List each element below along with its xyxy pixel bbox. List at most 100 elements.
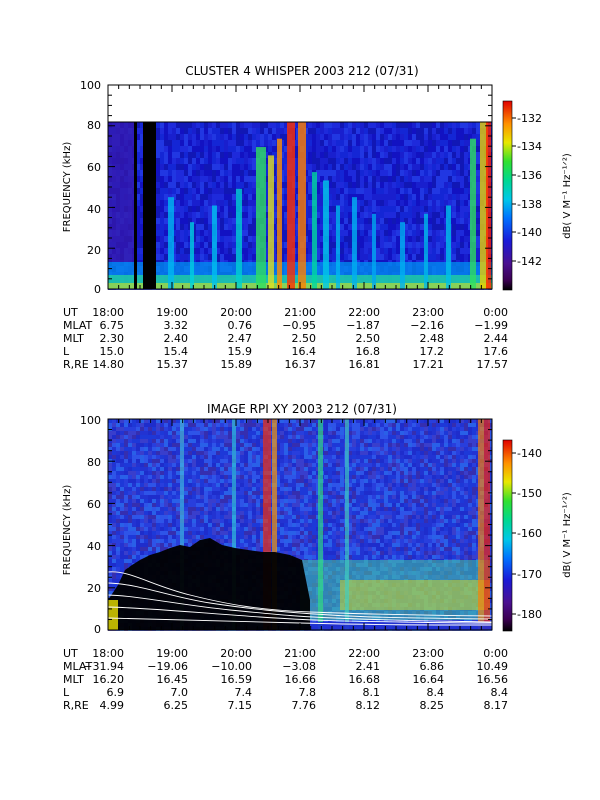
ephemeris-value: 18:00 <box>92 306 124 319</box>
ephemeris-value: 8.25 <box>420 699 445 712</box>
ephemeris-value: 2.30 <box>100 332 125 345</box>
ephemeris-value: 22:00 <box>348 306 380 319</box>
ephemeris-value: 17.57 <box>477 358 509 371</box>
ephemeris-value: −1.87 <box>346 319 380 332</box>
cluster-colorbar-tick: -138 <box>517 198 542 211</box>
ephemeris-value: 8.17 <box>484 699 509 712</box>
image-rpi-colorbar-tick: -160 <box>517 527 542 540</box>
ephemeris-value: −1.99 <box>474 319 508 332</box>
ephemeris-value: 16.45 <box>157 673 189 686</box>
ephemeris-value: 0.76 <box>228 319 253 332</box>
ephemeris-label: R,RE <box>63 358 89 371</box>
ephemeris-label: L <box>63 686 70 699</box>
image-rpi-ytick-label: 100 <box>80 414 101 427</box>
cluster-ytick-label: 0 <box>94 283 101 296</box>
ephemeris-value: 16.56 <box>477 673 509 686</box>
cluster-axis-ticks <box>107 84 493 290</box>
ephemeris-value: 6.9 <box>107 686 125 699</box>
ephemeris-value: 6.25 <box>164 699 189 712</box>
ephemeris-value: 2.40 <box>164 332 189 345</box>
ephemeris-value: 15.4 <box>164 345 189 358</box>
ephemeris-value: 6.75 <box>100 319 125 332</box>
ephemeris-value: 16.81 <box>349 358 381 371</box>
ephemeris-value: 19:00 <box>156 647 188 660</box>
ephemeris-value: −10.00 <box>211 660 252 673</box>
ephemeris-value: 16.37 <box>285 358 317 371</box>
image-rpi-colorbar-label: dB( V M⁻¹ Hz⁻¹ᐟ²) <box>562 492 573 578</box>
ephemeris-value: 7.76 <box>292 699 317 712</box>
ephemeris-value: 20:00 <box>220 647 252 660</box>
ephemeris-label: UT <box>63 647 78 660</box>
ephemeris-label: R,RE <box>63 699 89 712</box>
ephemeris-value: −0.95 <box>282 319 316 332</box>
image-rpi-ytick-label: 40 <box>87 540 101 553</box>
ephemeris-value: 15.0 <box>100 345 125 358</box>
ephemeris-value: 15.37 <box>157 358 189 371</box>
ephemeris-value: 7.4 <box>235 686 253 699</box>
cluster-ytick-label: 20 <box>87 244 101 257</box>
image-rpi-colorbar-tick: -150 <box>517 487 542 500</box>
ephemeris-value: 15.9 <box>228 345 253 358</box>
cluster-colorbar: -132 -134 -136 -138 -140 -142 dB( V M⁻¹ … <box>502 100 573 291</box>
ephemeris-value: 16.68 <box>349 673 381 686</box>
ephemeris-value: 16.4 <box>292 345 317 358</box>
ephemeris-value: 7.15 <box>228 699 253 712</box>
cluster-title: CLUSTER 4 WHISPER 2003 212 (07/31) <box>185 64 418 78</box>
ephemeris-value: 17.21 <box>413 358 445 371</box>
ephemeris-value: 20:00 <box>220 306 252 319</box>
ephemeris-value: −2.16 <box>410 319 444 332</box>
ephemeris-value: 16.66 <box>285 673 317 686</box>
ephemeris-value: 19:00 <box>156 306 188 319</box>
image-rpi-colorbar-tick: -170 <box>517 568 542 581</box>
ephemeris-label: MLT <box>63 332 84 345</box>
image-rpi-ephemeris: UT MLAT MLT L R,RE 18:00 −31.94 16.20 6.… <box>63 647 508 712</box>
ephemeris-value: 16.64 <box>413 673 445 686</box>
ephemeris-label: L <box>63 345 70 358</box>
image-rpi-axis-ticks <box>107 418 493 631</box>
ephemeris-label: MLAT <box>63 660 93 673</box>
ephemeris-value: 8.4 <box>427 686 445 699</box>
ephemeris-value: 8.1 <box>363 686 381 699</box>
ephemeris-value: 3.32 <box>164 319 189 332</box>
cluster-colorbar-tick: -136 <box>517 169 542 182</box>
cluster-colorbar-tick: -142 <box>517 255 542 268</box>
ephemeris-value: 18:00 <box>92 647 124 660</box>
image-rpi-ylabel: FREQUENCY (kHz) <box>62 485 73 576</box>
image-rpi-panel: IMAGE RPI XY 2003 212 (07/31) 0 20 40 60… <box>62 402 573 712</box>
cluster-colorbar-label: dB( V M⁻¹ Hz⁻¹ᐟ²) <box>562 153 573 239</box>
cluster-colorbar-tick: -140 <box>517 226 542 239</box>
image-rpi-ytick-label: 80 <box>87 456 101 469</box>
ephemeris-value: 16.8 <box>356 345 381 358</box>
ephemeris-value: −3.08 <box>282 660 316 673</box>
ephemeris-value: 22:00 <box>348 647 380 660</box>
ephemeris-label: MLAT <box>63 319 93 332</box>
cluster-ylabel: FREQUENCY (kHz) <box>62 142 73 233</box>
ephemeris-value: 17.2 <box>420 345 445 358</box>
ephemeris-value: 2.41 <box>356 660 381 673</box>
cluster-ytick-label: 60 <box>87 161 101 174</box>
ephemeris-value: 8.12 <box>356 699 381 712</box>
ephemeris-value: −31.94 <box>83 660 124 673</box>
image-rpi-colorbar: -140 -150 -160 -170 -180 dB( V M⁻¹ Hz⁻¹ᐟ… <box>502 439 573 632</box>
ephemeris-value: 15.89 <box>221 358 253 371</box>
ephemeris-value: 2.50 <box>356 332 381 345</box>
image-rpi-title: IMAGE RPI XY 2003 212 (07/31) <box>207 402 397 416</box>
image-rpi-colorbar-tick: -180 <box>517 608 542 621</box>
ephemeris-value: 23:00 <box>412 647 444 660</box>
ephemeris-value: 7.0 <box>171 686 189 699</box>
ephemeris-value: 2.47 <box>228 332 253 345</box>
cluster-ytick-label: 40 <box>87 203 101 216</box>
cluster-data-gap <box>143 122 156 289</box>
ephemeris-value: 2.44 <box>484 332 509 345</box>
ephemeris-value: 0:00 <box>483 647 508 660</box>
cluster-ephemeris: UT MLAT MLT L R,RE 18:00 6.75 2.30 15.0 … <box>63 306 508 371</box>
cluster-data-gap <box>134 122 137 289</box>
image-rpi-colorbar-tick: -140 <box>517 447 542 460</box>
ephemeris-value: 16.59 <box>221 673 253 686</box>
ephemeris-value: 0:00 <box>483 306 508 319</box>
ephemeris-label: MLT <box>63 673 84 686</box>
ephemeris-value: 2.50 <box>292 332 317 345</box>
cluster-ytick-label: 100 <box>80 79 101 92</box>
image-rpi-ytick-label: 0 <box>94 623 101 636</box>
